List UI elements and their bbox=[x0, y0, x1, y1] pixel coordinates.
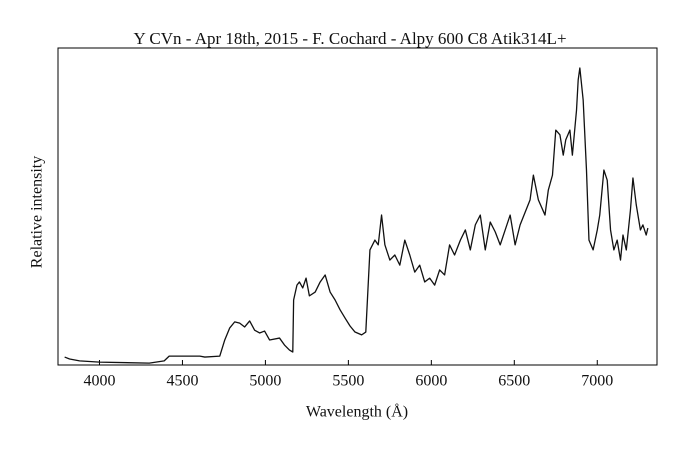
chart-title: Y CVn - Apr 18th, 2015 - F. Cochard - Al… bbox=[133, 29, 566, 48]
spectrum-line bbox=[64, 67, 649, 364]
x-tick-label: 4500 bbox=[166, 373, 198, 390]
y-axis-label: Relative intensity bbox=[29, 156, 46, 268]
x-tick-label: 5000 bbox=[249, 373, 281, 390]
x-tick-label: 6500 bbox=[498, 373, 530, 390]
plot-frame bbox=[57, 47, 658, 366]
x-tick-label: 7000 bbox=[581, 373, 613, 390]
x-tick-label: 6000 bbox=[415, 373, 447, 390]
x-tick-label: 5500 bbox=[332, 373, 364, 390]
x-tick-label: 4000 bbox=[83, 373, 115, 390]
x-axis-label: Wavelength (Å) bbox=[306, 403, 408, 421]
